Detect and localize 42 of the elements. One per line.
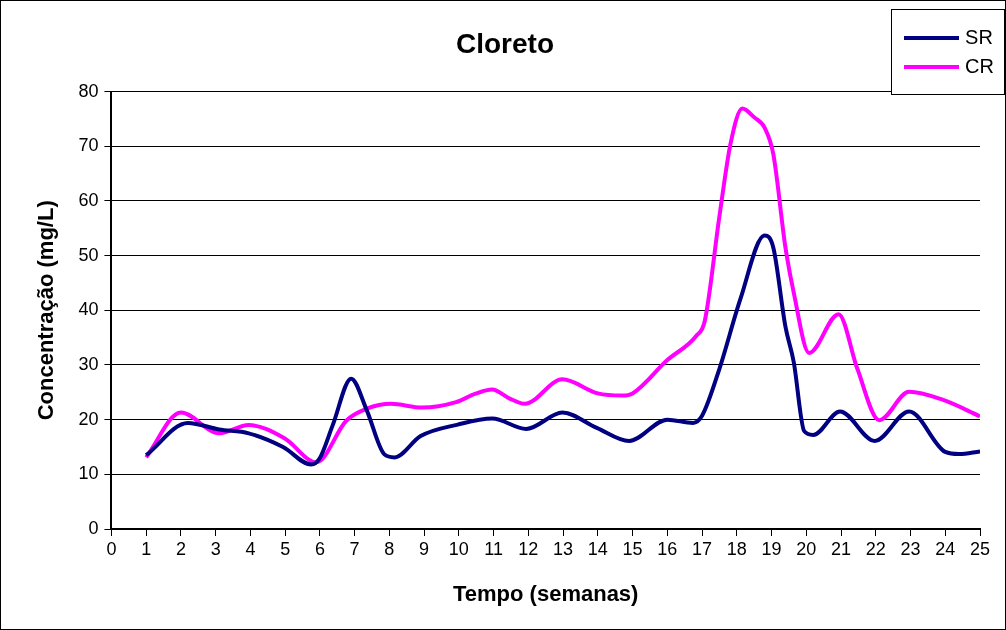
legend-label: CR [965, 55, 994, 78]
x-tick-label: 22 [865, 538, 886, 559]
x-tick-label: 14 [587, 538, 608, 559]
chart-title: Cloreto [456, 27, 554, 59]
y-tick-label: 70 [78, 135, 99, 156]
x-tick-label: 11 [484, 538, 503, 559]
x-tick-label: 16 [657, 538, 678, 559]
y-tick-label: 50 [78, 244, 99, 265]
x-tick-label: 12 [518, 538, 539, 559]
y-tick-label: 20 [78, 408, 99, 429]
x-tick-label: 17 [692, 538, 713, 559]
line-series [144, 106, 980, 465]
x-tick-label: 24 [935, 538, 956, 559]
x-tick-label: 20 [796, 538, 817, 559]
x-tick-label: 9 [419, 538, 430, 559]
y-axis-title: Concentração (mg/L) [33, 200, 59, 421]
x-tick-label: 8 [384, 538, 395, 559]
x-tick-label: 3 [210, 538, 221, 559]
x-axis-title: Tempo (semanas) [453, 580, 639, 606]
x-tick-label: 23 [900, 538, 921, 559]
x-tick-label: 15 [622, 538, 643, 559]
x-tick-label: 19 [761, 538, 782, 559]
y-tick-label: 0 [88, 517, 99, 538]
line-series [144, 233, 980, 467]
y-tick-label: 10 [78, 463, 99, 484]
x-tick-label: 1 [141, 538, 152, 559]
x-tick-label: 21 [831, 538, 852, 559]
y-tick-label: 30 [78, 353, 99, 374]
x-tick-label: 2 [175, 538, 186, 559]
x-tick-label: 25 [969, 538, 991, 559]
y-tick-label: 60 [78, 189, 99, 210]
x-tick-label: 0 [106, 538, 117, 559]
x-tick-label: 7 [349, 538, 360, 559]
x-tick-label: 5 [280, 538, 291, 559]
y-tick-label: 80 [78, 80, 99, 101]
x-tick-label: 6 [314, 538, 325, 559]
x-tick-label: 4 [245, 538, 256, 559]
legend-label: SR [965, 26, 993, 49]
y-tick-label: 40 [78, 299, 99, 320]
x-tick-label: 13 [553, 538, 574, 559]
x-tick-label: 18 [726, 538, 747, 559]
x-tick-label: 10 [448, 538, 469, 559]
